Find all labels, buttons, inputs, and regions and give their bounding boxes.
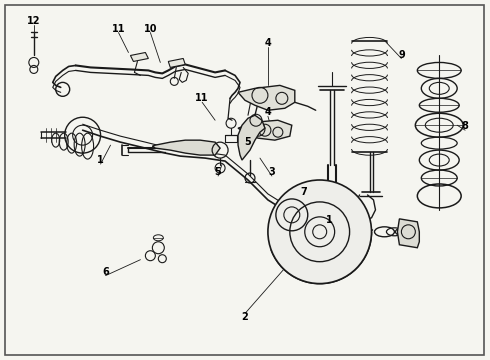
Text: 11: 11 xyxy=(196,93,209,103)
Circle shape xyxy=(268,180,371,284)
Polygon shape xyxy=(130,53,148,62)
Text: 1: 1 xyxy=(326,215,333,225)
Text: 6: 6 xyxy=(102,267,109,276)
Polygon shape xyxy=(238,85,295,110)
Text: 4: 4 xyxy=(265,37,271,48)
Text: 8: 8 xyxy=(462,121,468,131)
Polygon shape xyxy=(238,115,265,160)
Text: 3: 3 xyxy=(269,167,275,177)
Text: 7: 7 xyxy=(300,187,307,197)
Text: 1: 1 xyxy=(97,155,104,165)
Text: 5: 5 xyxy=(215,167,221,177)
Text: 2: 2 xyxy=(242,312,248,323)
Text: 10: 10 xyxy=(144,24,157,33)
Polygon shape xyxy=(168,58,185,67)
Text: 5: 5 xyxy=(245,137,251,147)
Text: 9: 9 xyxy=(398,50,405,60)
Text: 4: 4 xyxy=(265,107,271,117)
Text: 11: 11 xyxy=(112,24,125,33)
Polygon shape xyxy=(397,219,419,248)
Polygon shape xyxy=(238,120,292,140)
Text: 12: 12 xyxy=(27,15,41,26)
Polygon shape xyxy=(152,140,220,155)
